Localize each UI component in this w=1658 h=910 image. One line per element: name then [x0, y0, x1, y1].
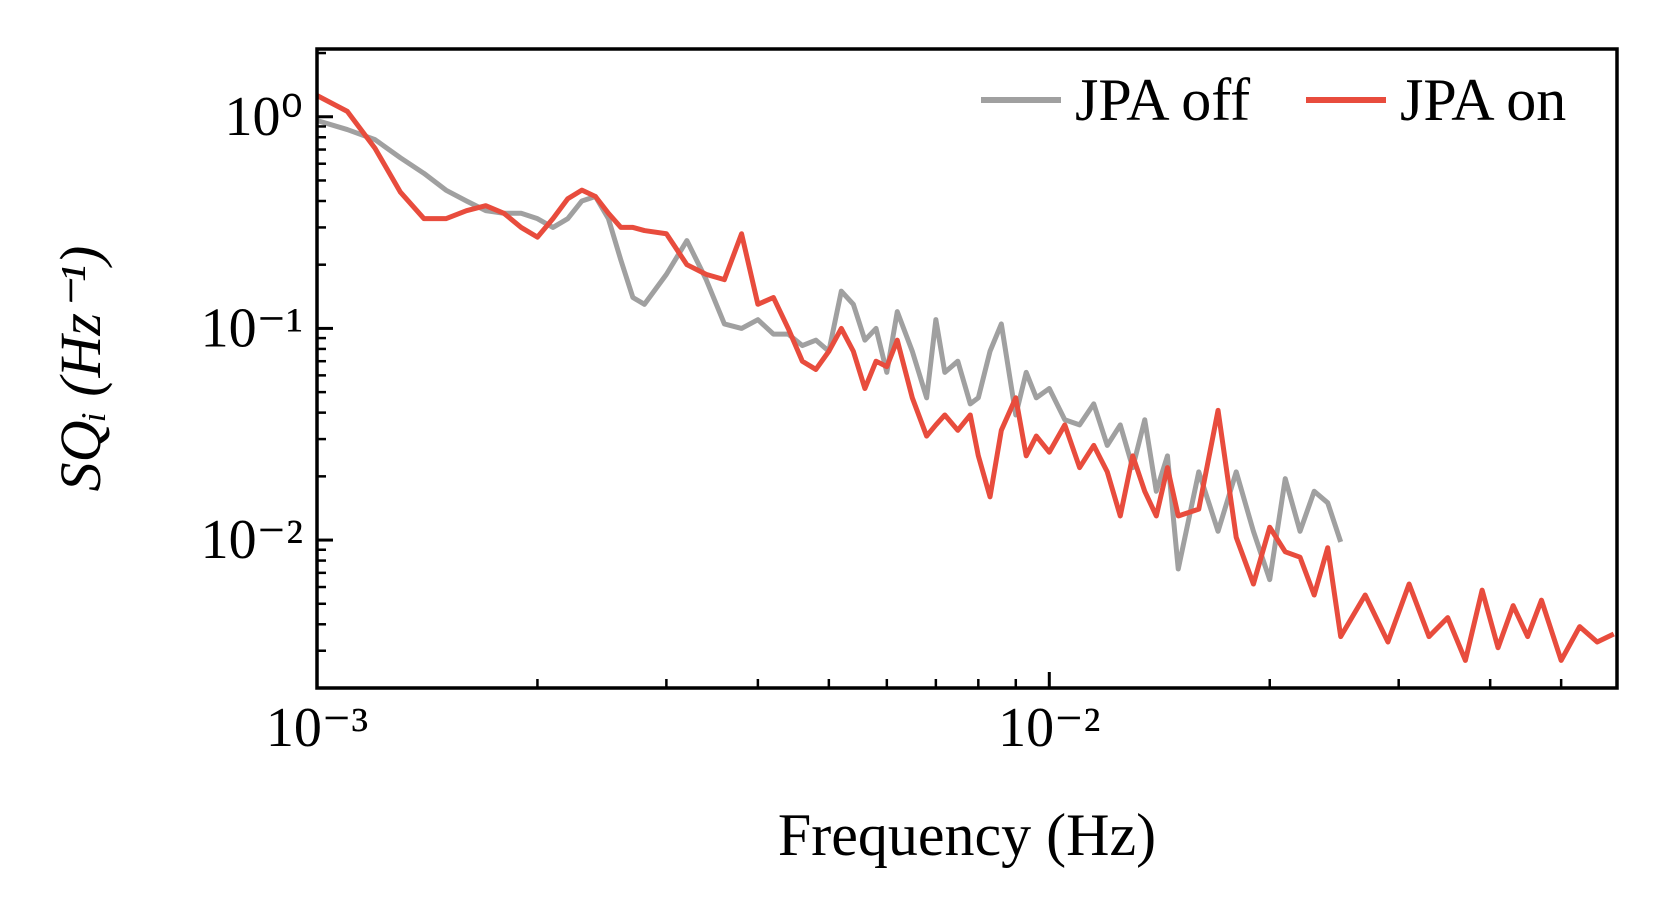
legend-label: JPA off [1075, 67, 1250, 133]
legend-label: JPA on [1400, 67, 1566, 133]
x-tick-label: 10⁻² [998, 697, 1100, 759]
y-axis-label: SQᵢ (Hz⁻¹) [48, 246, 113, 492]
y-tick-label: 10⁻¹ [201, 297, 303, 359]
plot-frame [315, 47, 1619, 690]
series-line [317, 93, 1615, 663]
x-tick-label: 10⁻³ [266, 697, 368, 759]
series-line [317, 118, 1344, 583]
plot-lines [317, 93, 1615, 663]
y-tick-label: 10⁰ [225, 86, 303, 148]
x-axis-label: Frequency (Hz) [778, 802, 1156, 868]
y-tick-label: 10⁻² [201, 509, 303, 571]
